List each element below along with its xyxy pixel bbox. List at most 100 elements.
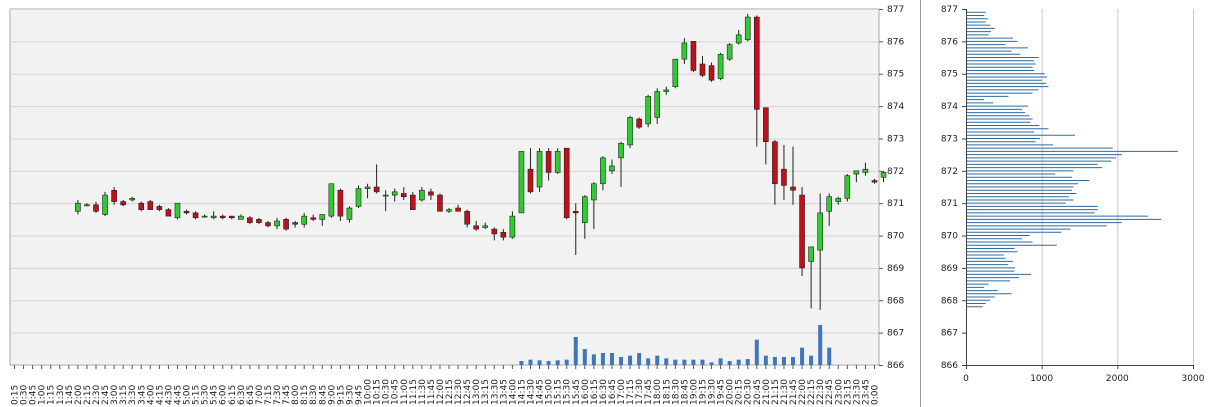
candle-down xyxy=(572,210,579,214)
profile-y-tick-label: 872 xyxy=(941,167,958,177)
volume-bar xyxy=(682,359,687,365)
volume-bar xyxy=(628,355,633,365)
candle-down xyxy=(147,201,154,210)
time-tick-label: 4:45 xyxy=(173,385,183,405)
candle-up xyxy=(328,183,335,217)
time-tick-label: 0:30 xyxy=(20,385,30,405)
candle-up xyxy=(382,194,389,197)
time-tick-label: 10:45 xyxy=(391,379,401,405)
time-tick-label: 3:00 xyxy=(110,385,120,405)
candle-down xyxy=(310,217,317,220)
volume-bar xyxy=(718,358,723,365)
profile-y-tick-label: 868 xyxy=(941,296,958,306)
volume-bar xyxy=(546,361,551,365)
candle-up xyxy=(84,204,90,207)
candle-down xyxy=(636,118,642,128)
profile-bars xyxy=(967,11,1178,308)
time-tick-label: 4:00 xyxy=(146,385,156,405)
candle-down xyxy=(400,193,407,198)
candle-up xyxy=(419,189,425,201)
time-tick-label: 12:45 xyxy=(463,379,473,405)
volume-bar xyxy=(800,347,805,365)
volume-bar xyxy=(818,325,823,365)
candle-down xyxy=(545,151,552,173)
time-tick-label: 9:45 xyxy=(355,385,365,405)
time-tick-label: 17:00 xyxy=(617,379,627,405)
time-tick-label: 12:15 xyxy=(445,379,455,405)
candle-down xyxy=(437,194,443,212)
time-tick-label: 14:00 xyxy=(508,379,518,405)
time-tick-label: 8:15 xyxy=(300,385,310,405)
volume-bar xyxy=(609,353,614,365)
time-tick-label: 22:15 xyxy=(807,379,817,405)
time-tick-label: 15:00 xyxy=(545,379,555,405)
candle-down xyxy=(337,189,344,217)
candle-down xyxy=(228,215,235,219)
candle-down xyxy=(111,189,117,202)
profile-x-axis: 0 1000 2000 3000 xyxy=(963,365,1205,384)
volume-bar xyxy=(637,353,642,365)
time-tick-label: 6:30 xyxy=(237,385,247,405)
profile-x-tick-label: 2000 xyxy=(1106,374,1129,384)
time-tick-label: 20:45 xyxy=(753,379,763,405)
volume-bar xyxy=(763,355,768,365)
candle-up xyxy=(591,183,597,201)
profile-y-tick-label: 871 xyxy=(941,199,958,209)
volume-bar xyxy=(709,362,714,365)
price-chart: 866 867 868 869 870 871 872 873 874 875 876 877 0:1… xyxy=(9,5,904,405)
volume-profile-chart: 866 867 868 869 870 871 872 873 874 875 876 877 0 10… xyxy=(941,5,1205,384)
profile-y-tick-label: 873 xyxy=(941,134,958,144)
volume-bar xyxy=(537,360,542,365)
volume-bar xyxy=(745,359,750,365)
time-tick-label: 23:45 xyxy=(861,379,871,405)
time-tick-label: 4:30 xyxy=(164,385,174,405)
time-tick-label: 4:15 xyxy=(155,385,165,405)
candle-down xyxy=(265,222,271,227)
time-tick-label: 11:45 xyxy=(427,379,437,405)
profile-y-tick-label: 877 xyxy=(941,5,958,15)
time-tick-label: 0:00 xyxy=(870,385,880,405)
candle-up xyxy=(663,89,670,92)
time-tick-label: 17:45 xyxy=(644,379,654,405)
volume-bar xyxy=(573,337,578,365)
candle-down xyxy=(753,16,760,110)
time-tick-label: 21:15 xyxy=(771,379,781,405)
candle-up xyxy=(482,225,489,228)
time-tick-label: 7:45 xyxy=(282,385,292,405)
candle-down xyxy=(799,194,805,269)
time-tick-label: 3:15 xyxy=(119,385,129,405)
volume-bar xyxy=(591,354,596,365)
time-tick-label: 21:30 xyxy=(780,379,790,405)
profile-y-tick-label: 874 xyxy=(941,102,958,112)
time-tick-label: 18:15 xyxy=(662,379,672,405)
time-tick-label: 2:15 xyxy=(83,385,93,405)
price-tick-label: 871 xyxy=(887,199,904,209)
candle-up xyxy=(129,198,136,201)
time-tick-label: 2:45 xyxy=(101,385,111,405)
volume-bar xyxy=(809,355,814,365)
candle-up xyxy=(319,214,326,220)
candle-up xyxy=(509,215,516,238)
candle-down xyxy=(410,194,416,210)
candle-up xyxy=(355,188,362,207)
profile-y-tick-label: 869 xyxy=(941,264,958,274)
candle-up xyxy=(301,215,307,225)
time-tick-label: 10:00 xyxy=(364,379,374,405)
candle-up xyxy=(672,58,679,87)
volume-bar xyxy=(664,358,669,365)
volume-bar xyxy=(655,355,660,365)
profile-y-tick-label: 867 xyxy=(941,329,958,339)
candle-up xyxy=(75,202,81,212)
time-tick-label: 17:30 xyxy=(635,379,645,405)
price-tick-label: 876 xyxy=(887,37,904,47)
time-tick-label: 7:30 xyxy=(273,385,283,405)
profile-x-tick-label: 0 xyxy=(963,374,969,384)
price-tick-label: 874 xyxy=(887,102,904,112)
candle-down xyxy=(464,210,470,225)
time-tick-label: 14:15 xyxy=(517,379,527,405)
candle-up xyxy=(609,165,615,172)
profile-y-tick-label: 870 xyxy=(941,232,958,242)
time-tick-label: 18:30 xyxy=(671,379,681,405)
candle-down xyxy=(165,209,172,217)
time-tick-label: 19:45 xyxy=(717,379,727,405)
